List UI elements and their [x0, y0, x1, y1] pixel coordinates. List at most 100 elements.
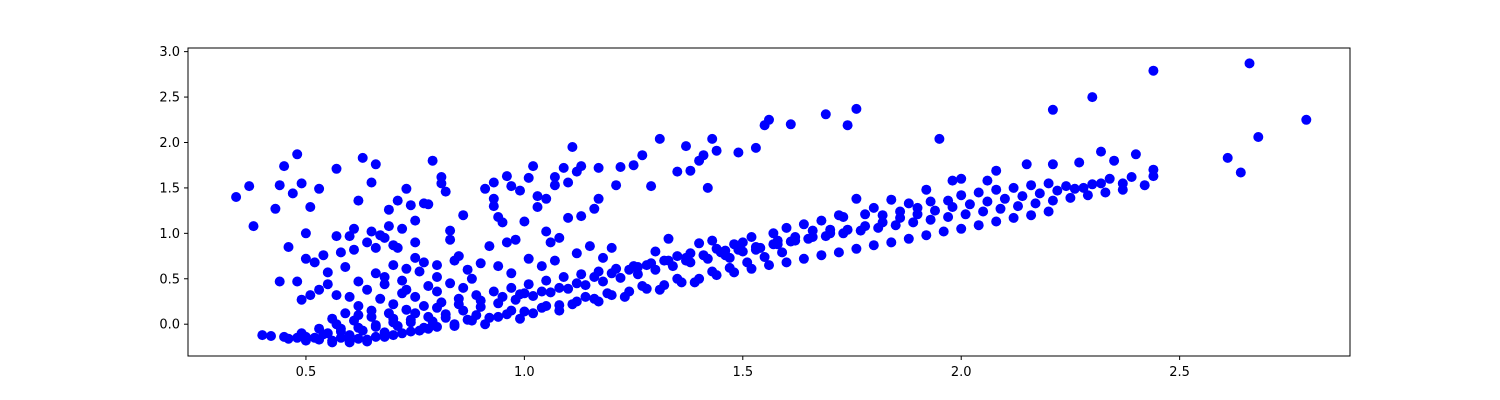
scatter-point [641, 260, 652, 271]
scatter-point [414, 266, 425, 277]
scatter-point [405, 317, 416, 328]
scatter-point [1030, 198, 1041, 209]
scatter-point [781, 257, 792, 268]
scatter-point [956, 223, 967, 234]
scatter-point [432, 302, 442, 313]
scatter-point [991, 184, 1002, 195]
scatter-point [938, 226, 949, 237]
scatter-point [908, 217, 919, 228]
scatter-point [1065, 192, 1076, 203]
scatter-point [711, 145, 722, 156]
scatter-point [440, 186, 451, 197]
scatter-point [895, 212, 906, 223]
scatter-point [506, 181, 517, 192]
scatter-point [370, 331, 381, 342]
scatter-point [759, 120, 770, 131]
scatter-point [305, 290, 316, 301]
scatter-point [838, 228, 849, 239]
scatter-point [353, 195, 364, 206]
scatter-point [851, 193, 862, 204]
scatter-point [353, 310, 364, 321]
scatter-point [930, 205, 940, 216]
scatter-point [742, 257, 753, 268]
scatter-point [654, 284, 665, 295]
scatter-point [973, 187, 984, 198]
scatter-point [886, 194, 897, 205]
scatter-point [528, 308, 539, 319]
scatter-point [615, 162, 626, 172]
scatter-point [493, 261, 504, 272]
scatter-point [458, 210, 469, 221]
scatter-point [401, 304, 412, 315]
scatter-point [366, 226, 377, 237]
scatter-point [335, 323, 346, 334]
scatter-point [519, 216, 530, 227]
scatter-point [663, 233, 674, 244]
scatter-point [475, 258, 486, 269]
scatter-point [322, 328, 333, 339]
scatter-point [1013, 201, 1023, 212]
scatter-point [401, 263, 412, 274]
scatter-point [576, 269, 587, 280]
scatter-point [370, 242, 381, 253]
scatter-point [532, 202, 543, 212]
scatter-point [515, 185, 525, 196]
scatter-point [1074, 157, 1085, 168]
scatter-point [314, 183, 325, 194]
scatter-point [410, 291, 421, 302]
scatter-point [296, 178, 307, 189]
scatter-point [576, 211, 587, 222]
scatter-point [903, 198, 914, 209]
scatter-point [1096, 146, 1106, 157]
scatter-point [462, 314, 473, 325]
scatter-point [820, 231, 831, 242]
scatter-point [344, 231, 355, 242]
scatter-point [1104, 173, 1115, 184]
scatter-point [1052, 185, 1063, 196]
scatter-point [488, 177, 499, 188]
scatter-point [379, 232, 390, 243]
scatter-point [488, 193, 499, 204]
scatter-point [672, 251, 683, 262]
scatter-point [729, 239, 740, 250]
scatter-point [388, 313, 399, 324]
scatter-point [1069, 183, 1080, 194]
scatter-point [397, 223, 408, 234]
scatter-point [279, 331, 290, 342]
scatter-point [606, 242, 617, 253]
scatter-point [279, 161, 290, 172]
scatter-point [362, 336, 373, 347]
scatter-point [523, 253, 534, 264]
scatter-point [392, 321, 403, 331]
scatter-point [331, 290, 342, 301]
scatter-point [549, 180, 560, 191]
scatter-point [353, 301, 364, 311]
scatter-point [440, 312, 451, 323]
scatter-point [445, 234, 456, 245]
scatter-point [659, 255, 670, 266]
scatter-point [698, 250, 709, 261]
scatter-point [624, 264, 635, 275]
scatter-point [453, 299, 464, 310]
y-tick-label: 3.0 [159, 45, 180, 60]
scatter-point [528, 161, 539, 172]
scatter-point [1235, 167, 1246, 178]
scatter-point [798, 253, 809, 264]
scatter-point [580, 280, 591, 291]
scatter-point [711, 243, 722, 254]
scatter-point [724, 262, 735, 273]
scatter-point [563, 177, 574, 188]
scatter-point [781, 222, 792, 233]
y-tick-label: 0.0 [159, 318, 180, 333]
scatter-point [877, 210, 888, 221]
scatter-point [541, 275, 552, 286]
scatter-point [362, 284, 373, 295]
scatter-point [510, 234, 521, 245]
scatter-point [851, 103, 862, 114]
scatter-point [335, 332, 346, 343]
scatter-point [632, 269, 643, 280]
scatter-point [934, 133, 945, 144]
scatter-point [379, 327, 390, 338]
scatter-point [563, 212, 574, 223]
scatter-point [615, 272, 626, 283]
